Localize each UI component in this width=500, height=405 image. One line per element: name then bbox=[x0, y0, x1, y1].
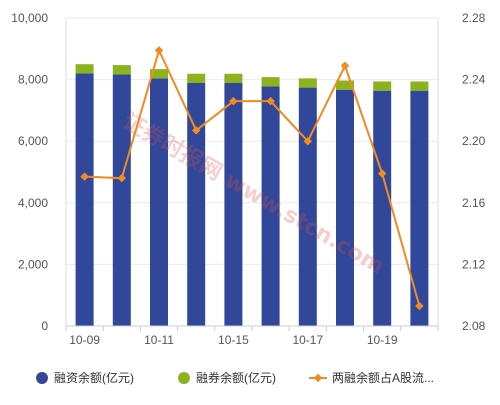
legend-label: 融券余额(亿元) bbox=[196, 370, 276, 385]
securities-lending-bar bbox=[150, 69, 168, 79]
margin-financing-bar bbox=[410, 90, 429, 326]
ratio-point bbox=[191, 126, 201, 135]
ratio-point bbox=[80, 172, 89, 181]
axes: 0 2,000 4,000 6,000 8,000 10,000 2.08 2.12 2.16 2… bbox=[11, 11, 485, 347]
ratio-point bbox=[377, 169, 387, 178]
x-tick-label: 10-19 bbox=[367, 333, 398, 347]
y-right-tick-label: 2.16 bbox=[462, 196, 486, 210]
margin-financing-bar bbox=[75, 73, 94, 326]
legend-label: 两融余额占A股流... bbox=[332, 370, 434, 385]
margin-financing-bar bbox=[336, 89, 354, 326]
x-tick-label: 10-17 bbox=[292, 333, 323, 347]
margin-financing-bar bbox=[373, 90, 392, 326]
y-left-tick-label: 10,000 bbox=[11, 11, 48, 25]
securities-lending-bar bbox=[224, 73, 243, 83]
bars bbox=[75, 64, 429, 326]
y-left-tick-label: 8,000 bbox=[18, 73, 48, 87]
y-right-tick-label: 2.12 bbox=[462, 257, 486, 271]
y-right-tick-label: 2.28 bbox=[462, 11, 486, 25]
ratio-point bbox=[415, 301, 424, 311]
y-right-tick-label: 2.08 bbox=[462, 319, 486, 333]
ratio-point bbox=[266, 96, 275, 106]
margin-financing-bar bbox=[112, 74, 131, 326]
securities-lending-bar bbox=[410, 81, 429, 91]
x-tick-label: 10-11 bbox=[144, 333, 174, 347]
securities-lending-bar bbox=[187, 73, 206, 83]
y-left-tick-label: 0 bbox=[41, 319, 48, 333]
x-tick-label: 10-15 bbox=[218, 333, 249, 347]
ratio-point bbox=[340, 61, 350, 70]
securities-lending-bar bbox=[261, 77, 280, 87]
y-right-tick-label: 2.20 bbox=[462, 134, 486, 148]
securities-lending-bar bbox=[336, 80, 354, 90]
margin-financing-bar bbox=[150, 78, 168, 326]
margin-financing-bar bbox=[261, 86, 280, 326]
y-left-tick-label: 2,000 bbox=[18, 257, 48, 271]
legend-label: 融资余额(亿元) bbox=[54, 370, 134, 385]
y-right-tick-label: 2.24 bbox=[462, 73, 486, 87]
margin-financing-bar bbox=[298, 87, 317, 326]
margin-financing-bar bbox=[187, 82, 206, 326]
legend-marker bbox=[178, 372, 190, 384]
margin-financing-bar bbox=[224, 82, 243, 326]
ratio-point bbox=[154, 46, 164, 55]
securities-lending-bar bbox=[75, 64, 94, 74]
x-tick-label: 10-09 bbox=[69, 333, 100, 347]
legend: 融资余额(亿元) 融券余额(亿元) 两融余额占A股流... bbox=[36, 370, 434, 385]
securities-lending-bar bbox=[112, 65, 131, 75]
ratio-line-path bbox=[84, 47, 421, 307]
ratio-point bbox=[303, 136, 313, 146]
y-left-tick-label: 4,000 bbox=[18, 196, 48, 210]
ratio-point bbox=[117, 173, 127, 183]
securities-lending-bar bbox=[298, 78, 317, 88]
ratio-point bbox=[229, 96, 238, 106]
securities-lending-bar bbox=[373, 81, 392, 91]
legend-marker bbox=[36, 372, 48, 384]
ratio-line bbox=[80, 46, 424, 311]
y-left-tick-label: 6,000 bbox=[18, 134, 48, 148]
legend-marker bbox=[313, 373, 323, 383]
